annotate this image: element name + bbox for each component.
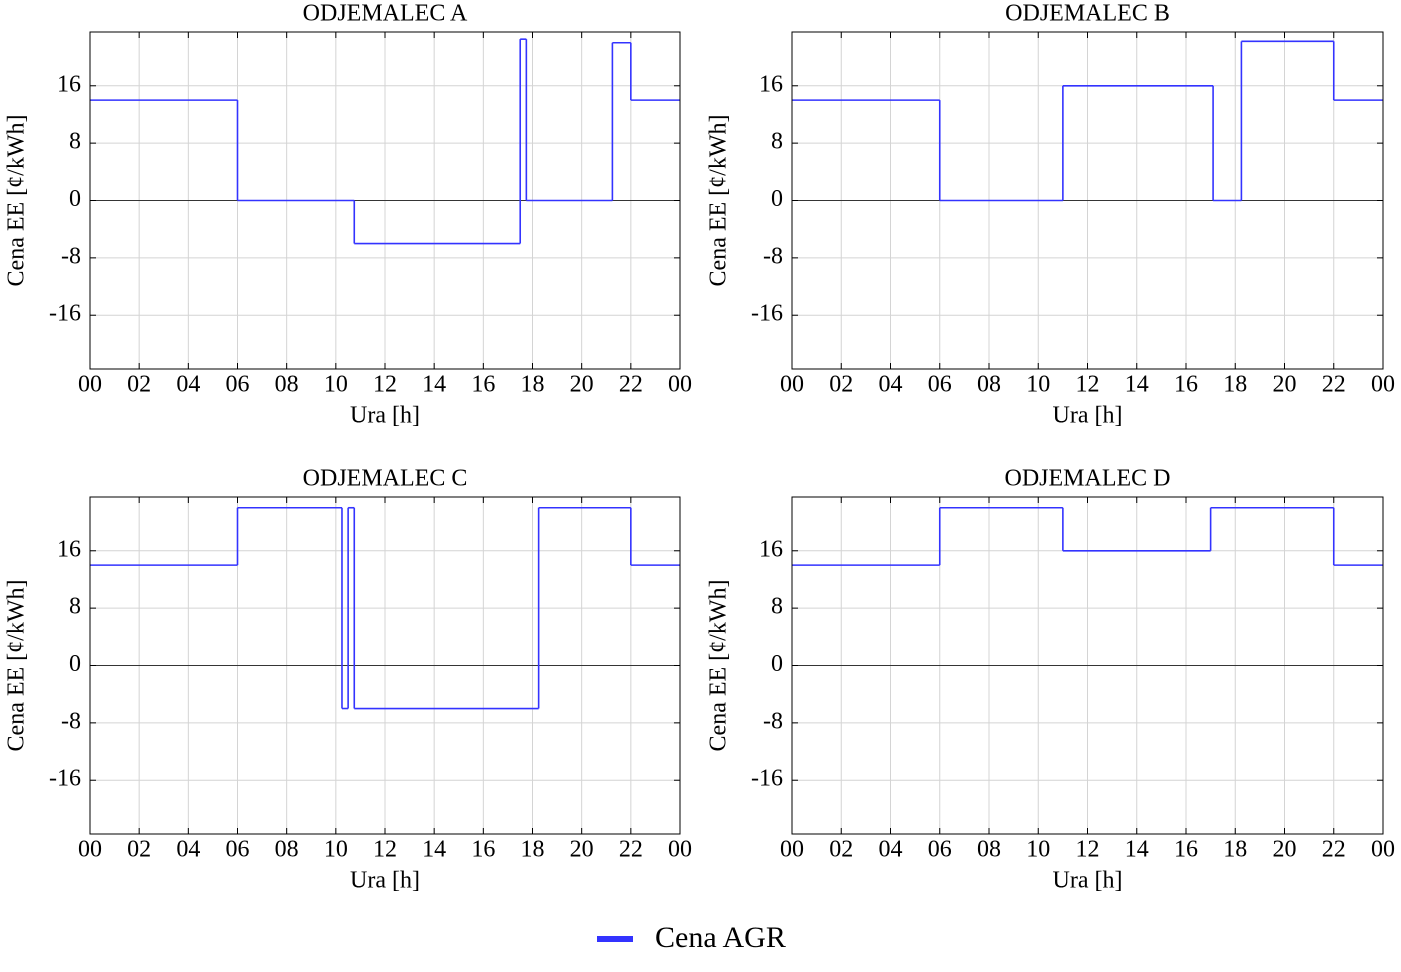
x-axis-label: Ura [h]	[350, 868, 420, 894]
x-tick-label: 08	[275, 372, 299, 398]
x-tick-label: 04	[879, 837, 903, 863]
x-tick-label: 18	[521, 372, 545, 398]
subplot-title: ODJEMALEC C	[303, 466, 468, 492]
x-tick-label: 14	[422, 372, 446, 398]
x-tick-label: 14	[1125, 837, 1149, 863]
x-tick-label: 20	[1273, 837, 1297, 863]
y-axis-label: Cena EE [¢/kWh]	[706, 580, 732, 752]
plot-frame	[791, 31, 1384, 370]
y-tick-label: -8	[61, 708, 81, 734]
x-tick-label: 00	[780, 837, 804, 863]
x-tick-label: 04	[879, 372, 903, 398]
x-tick-label: 16	[1174, 837, 1198, 863]
x-tick-label: 10	[1026, 837, 1050, 863]
y-tick-label: 16	[759, 536, 783, 562]
x-axis-label: Ura [h]	[1053, 868, 1123, 894]
x-tick-label: 08	[275, 837, 299, 863]
x-tick-label: 16	[1174, 372, 1198, 398]
y-tick-label: 8	[771, 129, 783, 155]
x-tick-label: 00	[780, 372, 804, 398]
x-tick-label: 00	[78, 837, 102, 863]
x-axis-label: Ura [h]	[1053, 403, 1123, 429]
x-tick-label: 02	[829, 372, 853, 398]
x-tick-label: 20	[570, 372, 594, 398]
y-axis-label: Cena EE [¢/kWh]	[706, 115, 732, 287]
x-tick-label: 12	[373, 372, 397, 398]
x-tick-label: 06	[928, 372, 952, 398]
x-tick-label: 22	[619, 372, 643, 398]
y-tick-label: 0	[771, 186, 783, 212]
y-tick-label: -16	[49, 301, 81, 327]
x-tick-label: 00	[78, 372, 102, 398]
x-tick-label: 14	[422, 837, 446, 863]
y-tick-label: 16	[57, 536, 81, 562]
x-tick-label: 18	[1223, 837, 1247, 863]
x-tick-label: 12	[1076, 837, 1100, 863]
y-tick-label: -16	[49, 766, 81, 792]
x-tick-label: 00	[1371, 372, 1395, 398]
x-tick-label: 18	[521, 837, 545, 863]
y-tick-label: 8	[69, 594, 81, 620]
y-tick-label: -8	[763, 243, 783, 269]
x-tick-label: 16	[471, 372, 495, 398]
y-tick-label: 0	[771, 651, 783, 677]
plot-frame	[89, 31, 681, 370]
x-axis-label: Ura [h]	[350, 403, 420, 429]
subplot-title: ODJEMALEC B	[1005, 1, 1170, 27]
x-tick-label: 12	[373, 837, 397, 863]
y-tick-label: 16	[759, 71, 783, 97]
x-tick-label: 06	[928, 837, 952, 863]
x-tick-label: 00	[1371, 837, 1395, 863]
x-tick-label: 10	[324, 837, 348, 863]
y-tick-label: -8	[61, 243, 81, 269]
x-tick-label: 02	[127, 837, 151, 863]
plot-frame	[89, 496, 681, 835]
x-tick-label: 08	[977, 372, 1001, 398]
y-tick-label: -16	[751, 301, 783, 327]
x-tick-label: 10	[1026, 372, 1050, 398]
x-tick-label: 08	[977, 837, 1001, 863]
x-tick-label: 18	[1223, 372, 1247, 398]
x-tick-label: 22	[1322, 372, 1346, 398]
subplot-title: ODJEMALEC D	[1005, 466, 1171, 492]
x-tick-label: 04	[176, 837, 200, 863]
x-tick-label: 20	[570, 837, 594, 863]
x-tick-label: 04	[176, 372, 200, 398]
legend-label: Cena AGR	[655, 921, 786, 954]
y-axis-label: Cena EE [¢/kWh]	[4, 115, 30, 287]
x-tick-label: 20	[1273, 372, 1297, 398]
x-tick-label: 22	[619, 837, 643, 863]
subplot-title: ODJEMALEC A	[303, 1, 468, 27]
x-tick-label: 06	[226, 372, 250, 398]
plot-frame	[791, 496, 1384, 835]
y-tick-label: 8	[69, 129, 81, 155]
subplot: 00 02 04 06 08 10 12 14 16 18 20 22 00-16-80816ODJEM…	[4, 466, 693, 894]
x-tick-label: 12	[1076, 372, 1100, 398]
x-tick-label: 02	[127, 372, 151, 398]
x-tick-label: 00	[668, 837, 692, 863]
x-tick-label: 02	[829, 837, 853, 863]
subplot: 00 02 04 06 08 10 12 14 16 18 20 22 00-16-80816ODJEM…	[4, 1, 693, 429]
x-tick-label: 06	[226, 837, 250, 863]
y-tick-label: -16	[751, 766, 783, 792]
y-tick-label: 0	[69, 651, 81, 677]
y-tick-label: -8	[763, 708, 783, 734]
x-tick-label: 16	[471, 837, 495, 863]
y-tick-label: 8	[771, 594, 783, 620]
x-tick-label: 00	[668, 372, 692, 398]
subplot: 00 02 04 06 08 10 12 14 16 18 20 22 00-16-80816ODJEM…	[706, 466, 1396, 894]
y-tick-label: 16	[57, 71, 81, 97]
y-axis-label: Cena EE [¢/kWh]	[4, 580, 30, 752]
y-tick-label: 0	[69, 186, 81, 212]
x-tick-label: 10	[324, 372, 348, 398]
subplot: 00 02 04 06 08 10 12 14 16 18 20 22 00-16-80816ODJEM…	[706, 1, 1396, 429]
x-tick-label: 22	[1322, 837, 1346, 863]
x-tick-label: 14	[1125, 372, 1149, 398]
